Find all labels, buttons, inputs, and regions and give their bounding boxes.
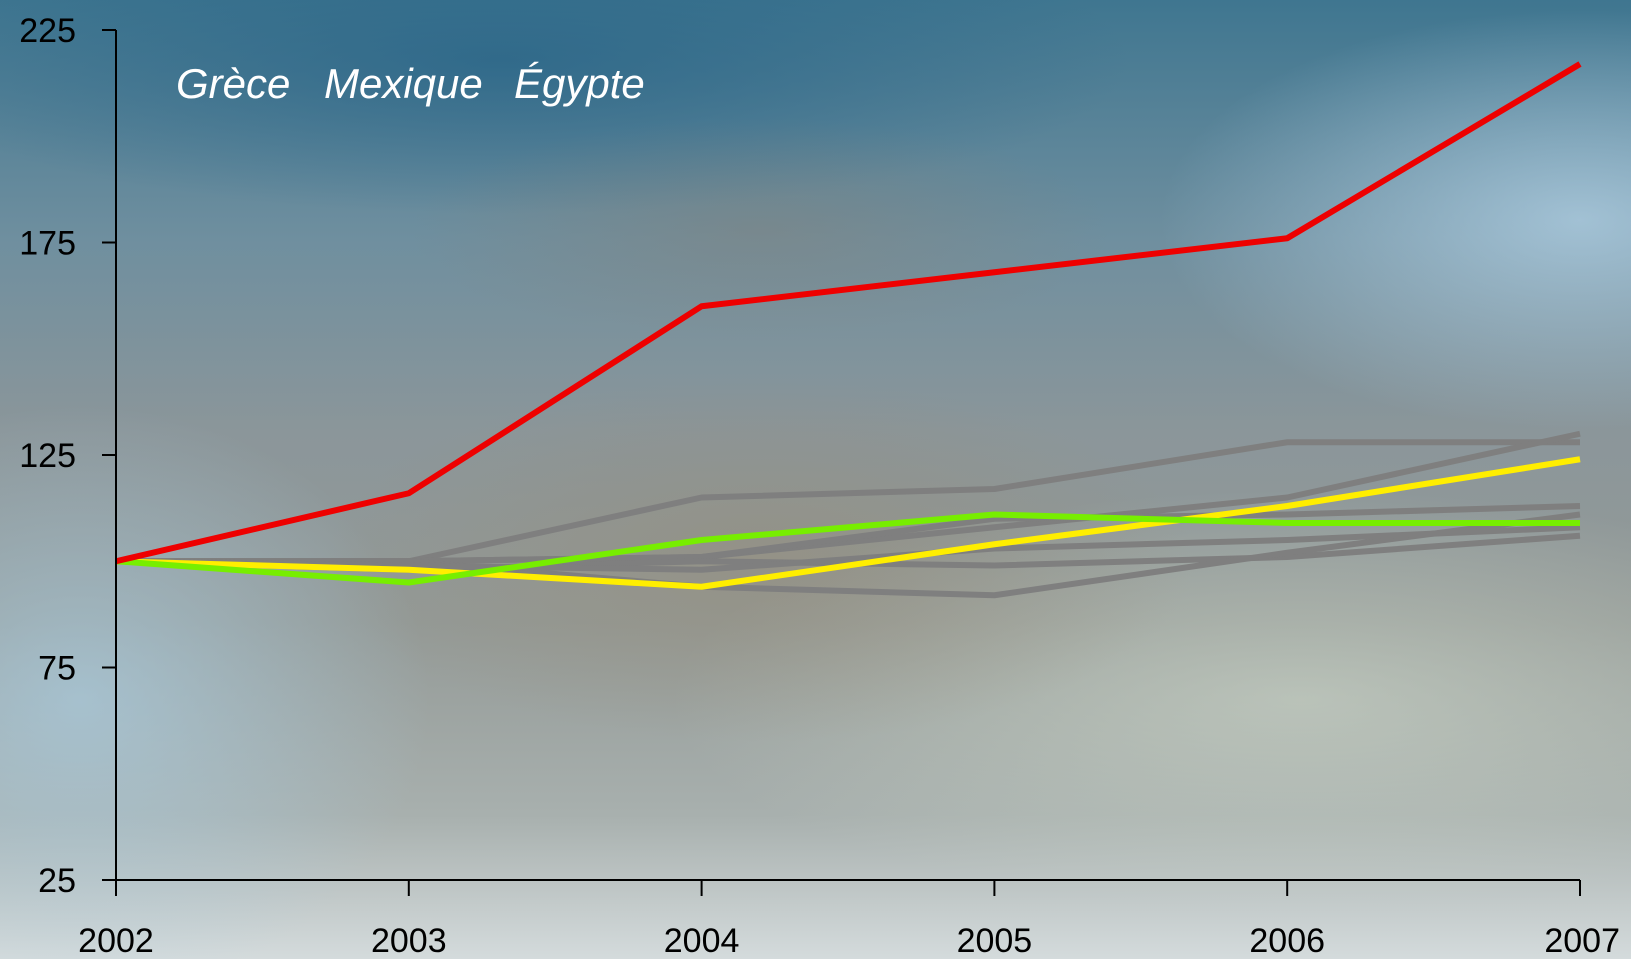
x-tick-label: 2005 <box>957 922 1033 959</box>
x-axis-ticks: 2002 2003 2004 2005 2006 2007 <box>78 880 1620 959</box>
series-line <box>115 456 1581 590</box>
series-line <box>115 524 1581 573</box>
y-tick-label: 25 <box>38 862 76 900</box>
legend-entry: Égypte <box>514 60 645 107</box>
series-layer <box>115 61 1582 599</box>
legend: Grèce Mexique Égypte <box>176 60 645 107</box>
legend-entry: Grèce <box>176 60 290 107</box>
x-tick-label: 2002 <box>78 922 154 959</box>
series-line <box>116 511 1581 599</box>
x-tick-label: 2003 <box>371 922 447 959</box>
series-line <box>115 511 1580 586</box>
y-tick-label: 125 <box>19 437 76 475</box>
series-line <box>115 61 1582 565</box>
series-7 <box>115 511 1581 586</box>
legend-entry: Mexique <box>324 60 483 107</box>
x-tick-label: 2007 <box>1544 922 1620 959</box>
x-tick-label: 2006 <box>1249 922 1325 959</box>
y-tick-label: 75 <box>38 650 76 688</box>
y-axis-ticks: 25 75 125 175 225 <box>19 12 116 900</box>
y-tick-label: 225 <box>19 12 76 50</box>
x-tick-label: 2004 <box>664 922 740 959</box>
series-8 <box>115 61 1582 565</box>
axes <box>115 30 1580 881</box>
y-tick-label: 175 <box>19 225 76 263</box>
